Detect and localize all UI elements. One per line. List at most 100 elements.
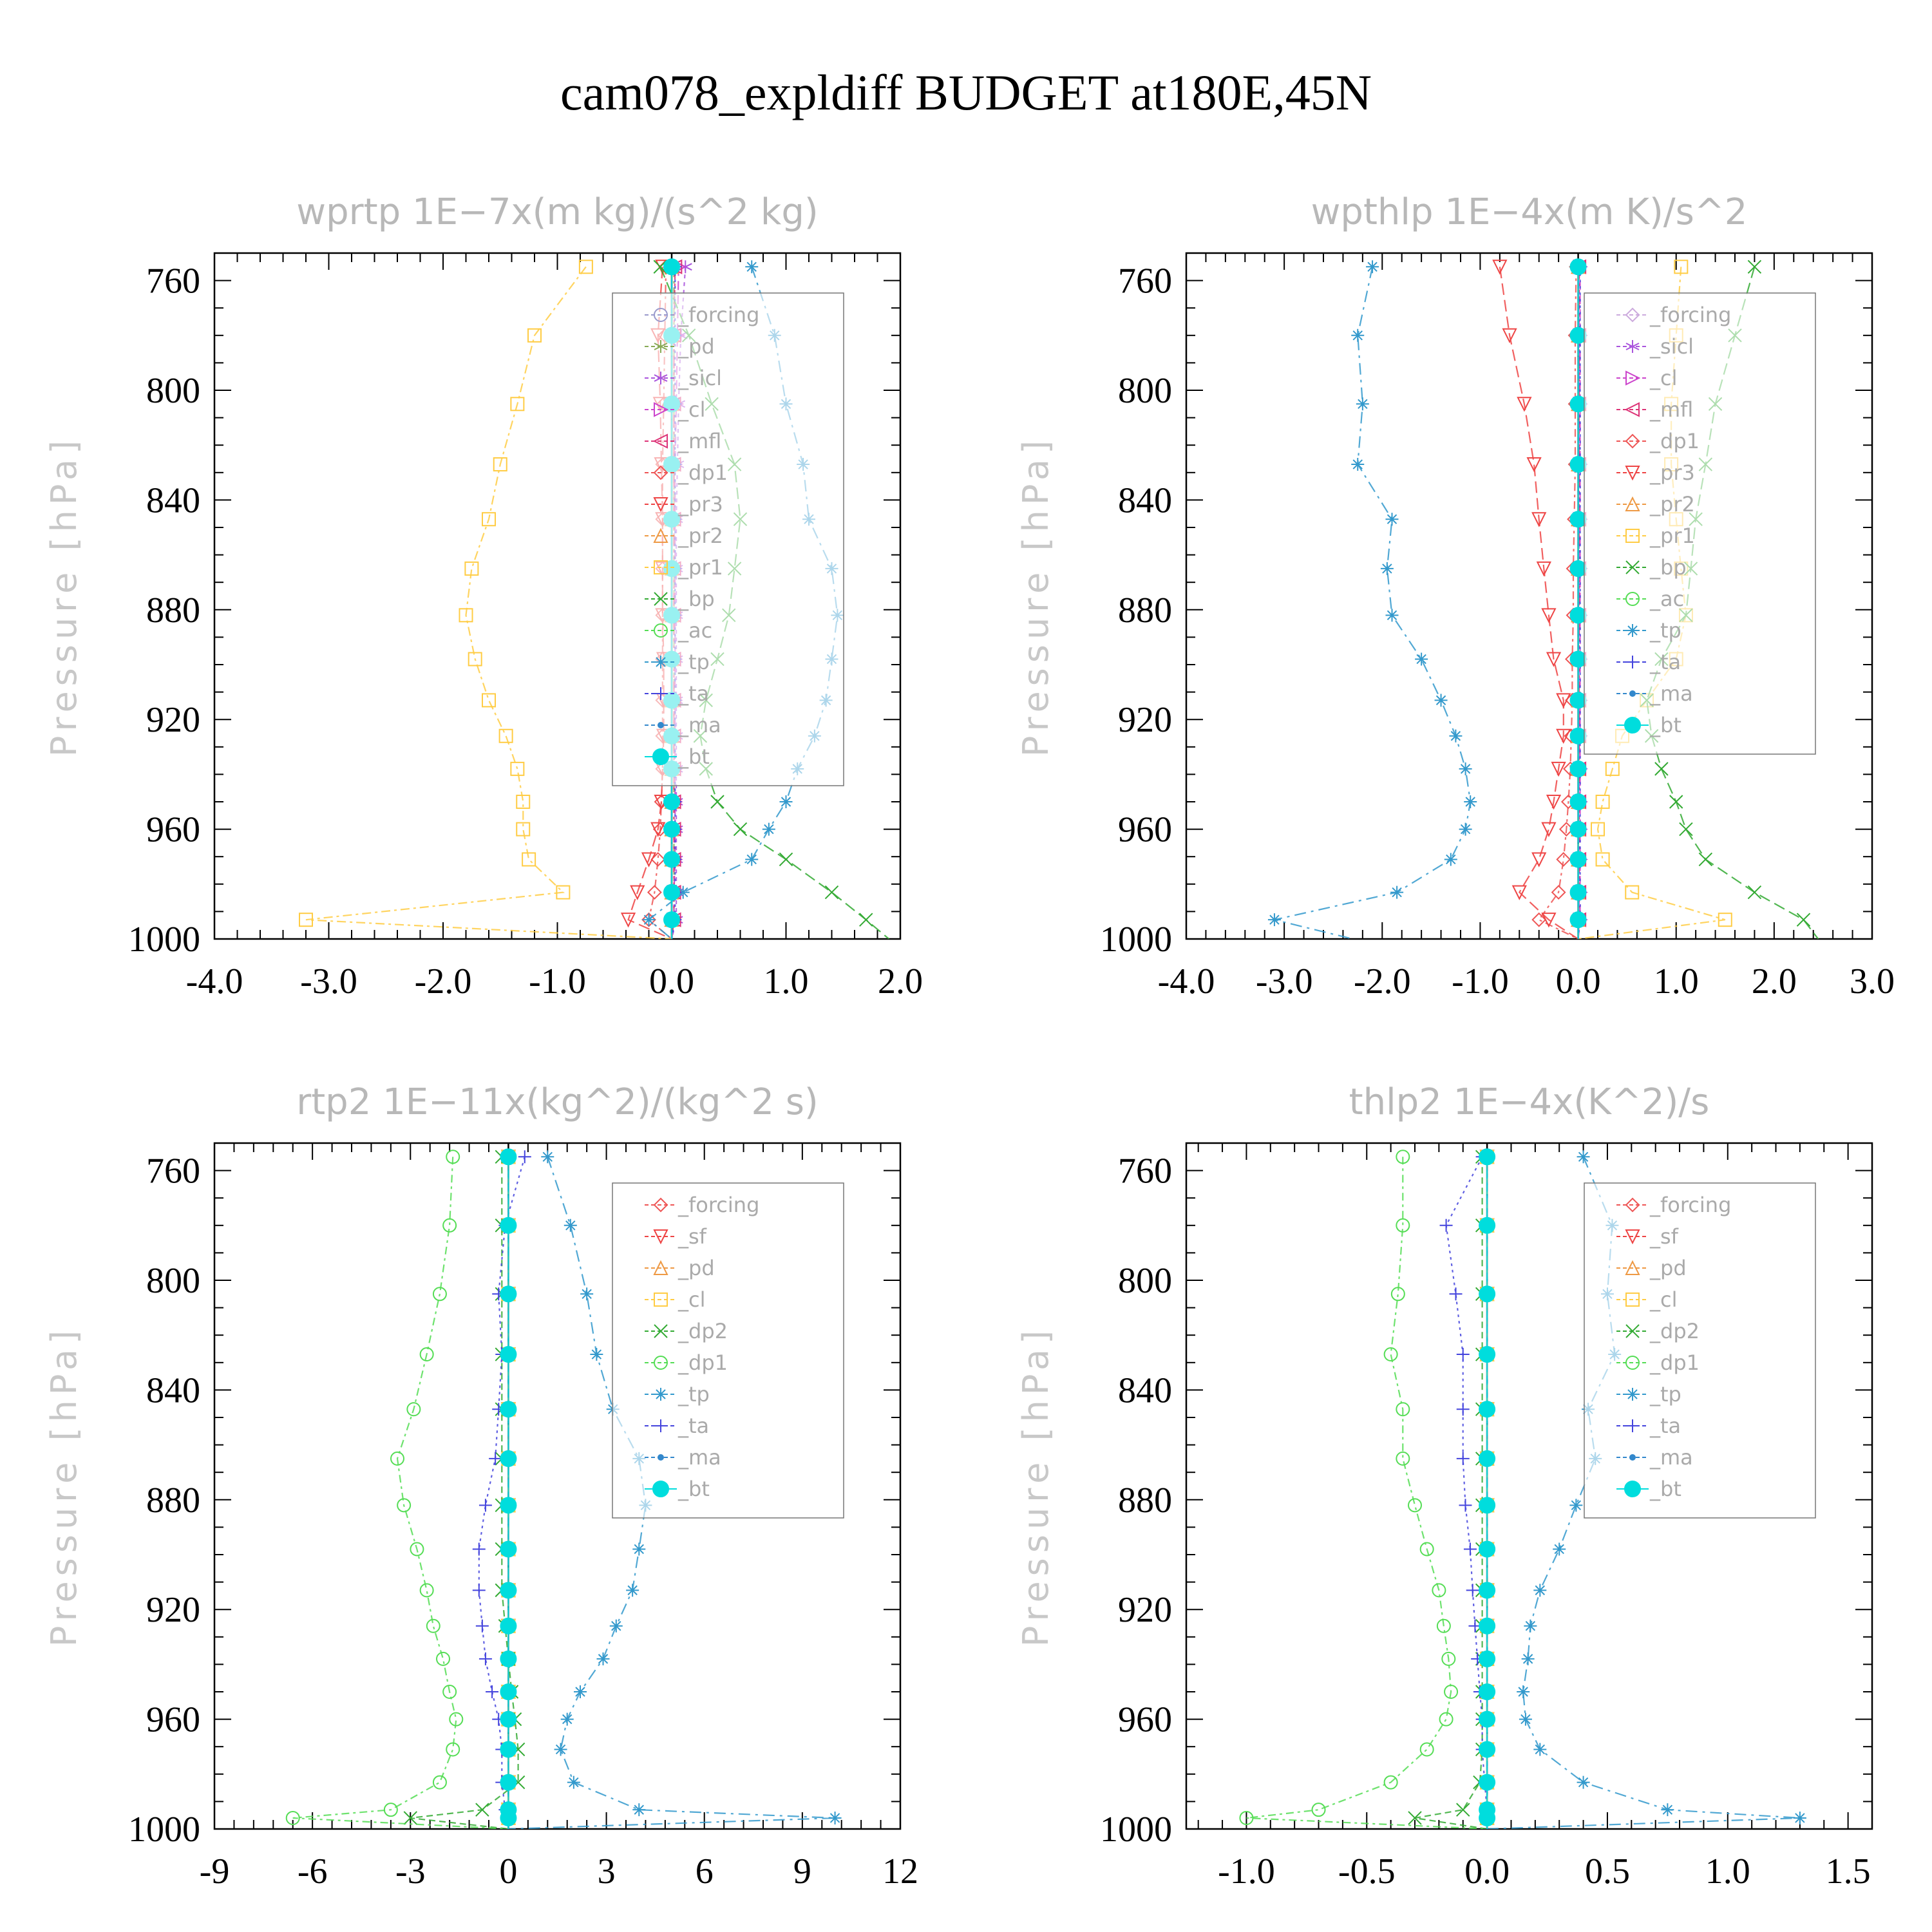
legend-label: _dp1 bbox=[1649, 429, 1700, 453]
series-bt-point bbox=[1569, 607, 1587, 624]
legend-item: _forcing bbox=[1616, 303, 1731, 327]
series-tp-point bbox=[1351, 458, 1365, 471]
y-axis-label: Pressure [hPa] bbox=[1016, 435, 1056, 757]
series-dp1-point bbox=[1408, 1498, 1422, 1513]
x-tick-label: -1.0 bbox=[1452, 961, 1509, 1001]
legend-label: _tp bbox=[677, 1382, 710, 1406]
y-tick-label: 1000 bbox=[1100, 920, 1172, 960]
series-dp1-point bbox=[1383, 1347, 1398, 1362]
series-tp-point bbox=[1351, 328, 1365, 342]
series-bt-point bbox=[1479, 1710, 1496, 1728]
series-dp1-point bbox=[419, 1347, 434, 1362]
series-ta-point bbox=[1463, 1542, 1477, 1556]
y-tick-label: 800 bbox=[146, 371, 200, 411]
x-tick-label: 2.0 bbox=[1752, 961, 1797, 1001]
series-tp-point bbox=[1793, 1811, 1806, 1824]
legend-point bbox=[1626, 624, 1639, 637]
series-dp1-point bbox=[397, 1498, 412, 1513]
legend-point bbox=[1625, 370, 1641, 386]
legend-item: _bt bbox=[1616, 713, 1681, 737]
series-pr3-point bbox=[1551, 761, 1566, 777]
legend-label: _sicl bbox=[1649, 334, 1694, 359]
series-tp-point bbox=[567, 1776, 580, 1789]
legend-label: _ta bbox=[677, 1414, 709, 1438]
y-tick-label: 840 bbox=[1118, 1370, 1172, 1410]
series-line bbox=[1445, 1156, 1488, 1829]
series-bt-point bbox=[500, 1809, 517, 1826]
series-pr3-point bbox=[1546, 795, 1562, 810]
y-tick-label: 960 bbox=[146, 810, 200, 850]
series-bt-point bbox=[1569, 511, 1587, 528]
series-tp-point bbox=[560, 1712, 574, 1726]
y-tick-label: 960 bbox=[146, 1700, 200, 1740]
series-line bbox=[305, 266, 672, 939]
series-tp-point bbox=[554, 1743, 567, 1756]
legend-item: _ta bbox=[1616, 650, 1681, 674]
series-pr3-point bbox=[1502, 328, 1517, 344]
series-dp1-point bbox=[426, 1618, 440, 1633]
series-dp1-point bbox=[647, 885, 662, 900]
legend-point bbox=[1625, 560, 1640, 574]
series-bt-point bbox=[500, 1497, 517, 1514]
legend-item: _bp bbox=[645, 587, 715, 611]
legend-label: _ta bbox=[1649, 1414, 1681, 1438]
series-pr1-point bbox=[556, 885, 571, 900]
legend-point bbox=[652, 433, 668, 449]
x-tick-label: -4.0 bbox=[1158, 961, 1215, 1001]
x-tick-label: -1.0 bbox=[529, 961, 586, 1001]
y-tick-label: 1000 bbox=[1100, 1810, 1172, 1850]
legend-point bbox=[652, 748, 669, 765]
series-dp1-point bbox=[1396, 1451, 1410, 1466]
series-bt-point bbox=[1569, 820, 1587, 838]
legend-item: _dp2 bbox=[645, 1319, 728, 1343]
panel-title: rtp2 1E−11x(kg^2)/(kg^2 s) bbox=[296, 1081, 819, 1123]
legend-item: _forcing bbox=[1616, 1193, 1731, 1217]
series-bp-point bbox=[1747, 885, 1762, 900]
series-tp-point bbox=[1380, 562, 1394, 575]
legend-item: _forcing bbox=[645, 1193, 759, 1217]
series-bt-point bbox=[500, 1650, 517, 1667]
legend-label: _ac bbox=[1649, 587, 1684, 611]
series-line bbox=[1274, 267, 1472, 939]
series-pr1-point bbox=[493, 457, 507, 472]
legend-point bbox=[1626, 1419, 1639, 1432]
legend-item: _dp1 bbox=[645, 460, 728, 485]
series-bt-point bbox=[1569, 760, 1587, 777]
x-tick-label: 0.0 bbox=[649, 961, 694, 1001]
series-bt-point bbox=[1569, 650, 1587, 668]
series-dp1-point bbox=[285, 1810, 300, 1825]
series-bt-point bbox=[663, 884, 680, 901]
x-tick-label: 6 bbox=[696, 1852, 714, 1891]
series-bt-point bbox=[500, 1710, 517, 1728]
series-bp-point bbox=[1747, 260, 1762, 274]
x-tick-label: 12 bbox=[882, 1852, 918, 1891]
y-tick-label: 920 bbox=[146, 700, 200, 740]
legend-point bbox=[1624, 402, 1640, 417]
series-pr1-point bbox=[464, 561, 479, 576]
legend-point bbox=[1624, 717, 1641, 734]
legend-item: _cl bbox=[1616, 366, 1677, 390]
series-ta-point bbox=[475, 1619, 489, 1633]
legend-box bbox=[1584, 1182, 1816, 1519]
x-tick-label: -9 bbox=[200, 1852, 230, 1891]
x-tick-label: 1.5 bbox=[1826, 1852, 1871, 1891]
series-bt-point bbox=[1569, 456, 1587, 473]
series-tp-point bbox=[1444, 853, 1457, 866]
series-line bbox=[508, 1156, 835, 1829]
series-bt-point bbox=[1569, 395, 1587, 413]
legend-label: _dp1 bbox=[677, 460, 728, 485]
series-tp-point bbox=[541, 1150, 554, 1164]
series-tp-point bbox=[1577, 1150, 1590, 1164]
series-bt bbox=[500, 1148, 517, 1829]
series-bp-point bbox=[859, 913, 873, 927]
series-bt-point bbox=[1479, 1148, 1496, 1166]
series-bp-point bbox=[1669, 795, 1683, 809]
y-tick-label: 800 bbox=[1118, 1261, 1172, 1301]
series-ta-point bbox=[486, 1685, 499, 1698]
series-bt-point bbox=[1479, 1497, 1496, 1514]
legend-item: _sf bbox=[645, 1224, 707, 1249]
series-pr1-point bbox=[498, 728, 513, 743]
x-tick-label: -4.0 bbox=[186, 961, 243, 1001]
y-axis-label: Pressure [hPa] bbox=[1016, 1325, 1056, 1647]
legend-point bbox=[653, 1260, 668, 1275]
